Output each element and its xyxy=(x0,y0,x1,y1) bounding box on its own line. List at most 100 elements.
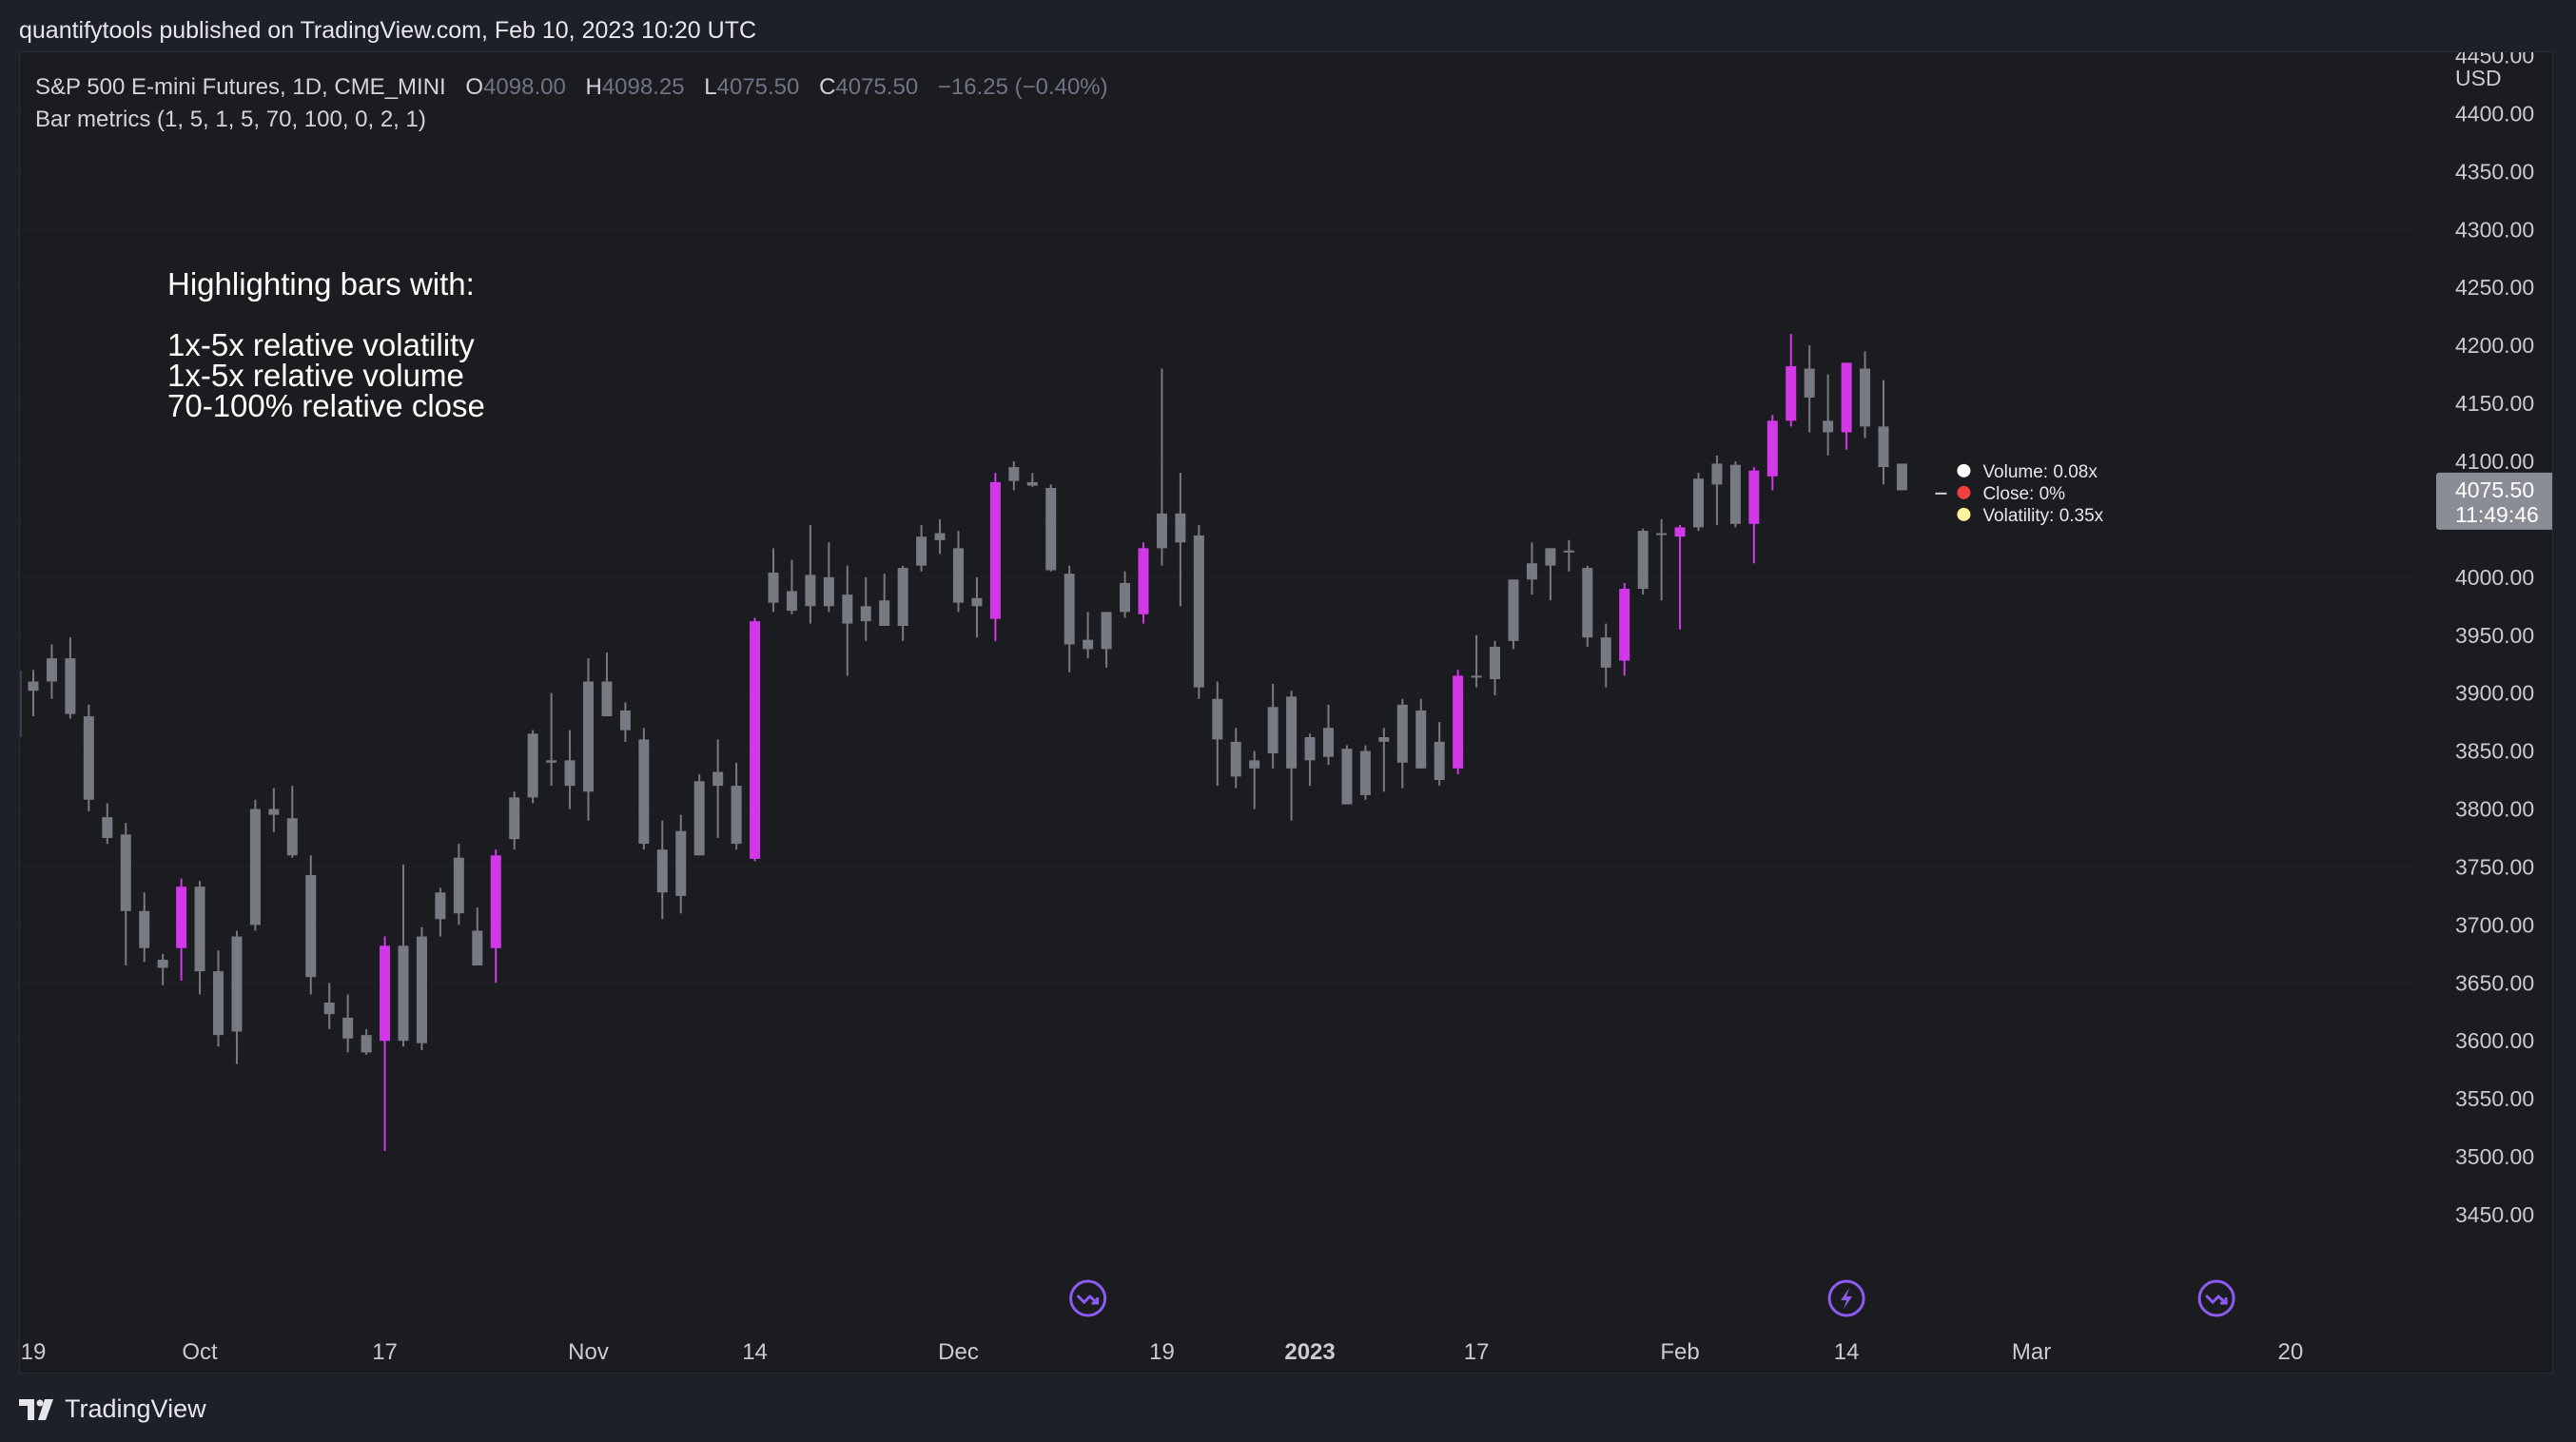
candle[interactable] xyxy=(268,809,280,815)
candle[interactable] xyxy=(102,817,113,838)
candle[interactable] xyxy=(768,572,779,603)
candle[interactable] xyxy=(1286,696,1298,769)
candle[interactable] xyxy=(1545,548,1556,566)
candle[interactable] xyxy=(213,971,224,1036)
highlighted-candle[interactable] xyxy=(750,621,761,859)
candle[interactable] xyxy=(1156,513,1167,549)
dividend-event-icon[interactable] xyxy=(1069,1279,1107,1317)
candle[interactable] xyxy=(564,760,576,787)
candle[interactable] xyxy=(1600,637,1611,668)
candle[interactable] xyxy=(823,576,834,607)
candle[interactable] xyxy=(1120,582,1131,613)
tradingview-logo[interactable]: TradingView xyxy=(19,1394,206,1424)
candle[interactable] xyxy=(1249,760,1260,769)
highlighted-candle[interactable] xyxy=(176,887,187,948)
candle[interactable] xyxy=(1101,612,1112,650)
candle[interactable] xyxy=(1878,426,1889,468)
candle[interactable] xyxy=(619,710,631,731)
candle[interactable] xyxy=(583,681,594,792)
candle[interactable] xyxy=(1341,749,1353,805)
candle[interactable] xyxy=(509,797,520,840)
candle[interactable] xyxy=(249,809,261,926)
candle[interactable] xyxy=(971,597,983,607)
candle[interactable] xyxy=(1823,420,1834,433)
candle[interactable] xyxy=(1860,368,1871,427)
plot-background[interactable] xyxy=(20,52,2552,1373)
candle[interactable] xyxy=(1804,368,1815,398)
candle[interactable] xyxy=(1083,639,1094,650)
chart-frame[interactable]: Volume: 0.08x Close: 0% Volatility: 0.35x U… xyxy=(19,51,2553,1374)
highlighted-candle[interactable] xyxy=(1766,420,1778,477)
candle[interactable] xyxy=(1563,550,1574,553)
candle[interactable] xyxy=(1396,704,1408,763)
candle[interactable] xyxy=(731,786,742,845)
candle[interactable] xyxy=(46,658,57,682)
candle[interactable] xyxy=(361,1035,372,1053)
highlighted-candle[interactable] xyxy=(1786,366,1797,421)
candle[interactable] xyxy=(1711,463,1723,485)
candle[interactable] xyxy=(546,760,557,763)
candle[interactable] xyxy=(157,959,168,968)
candle[interactable] xyxy=(1415,710,1427,769)
dividend-event-icon[interactable] xyxy=(2197,1279,2235,1317)
candle[interactable] xyxy=(527,733,538,798)
candle[interactable] xyxy=(897,568,908,627)
candle[interactable] xyxy=(860,606,871,622)
candle[interactable] xyxy=(416,936,427,1043)
candle[interactable] xyxy=(323,1003,335,1015)
candle[interactable] xyxy=(953,548,964,603)
candle[interactable] xyxy=(120,834,131,911)
candle[interactable] xyxy=(1212,698,1223,740)
candle[interactable] xyxy=(83,716,94,800)
candle[interactable] xyxy=(65,658,76,714)
candle[interactable] xyxy=(1637,531,1649,590)
candle[interactable] xyxy=(1508,579,1519,641)
candle[interactable] xyxy=(305,874,317,978)
candle[interactable] xyxy=(638,739,650,845)
highlighted-candle[interactable] xyxy=(490,855,501,948)
highlighted-candle[interactable] xyxy=(989,481,1001,619)
candle[interactable] xyxy=(1026,481,1038,486)
price-axis-area[interactable] xyxy=(2417,52,2552,1373)
candle[interactable] xyxy=(1193,535,1204,688)
highlighted-candle[interactable] xyxy=(1138,548,1149,614)
currency-label[interactable]: USD xyxy=(2455,66,2502,90)
candle[interactable] xyxy=(786,591,797,612)
highlighted-candle[interactable] xyxy=(1674,527,1686,537)
candle[interactable] xyxy=(693,781,705,856)
candle[interactable] xyxy=(1656,533,1668,536)
time-axis-area[interactable] xyxy=(20,1346,2417,1373)
candle[interactable] xyxy=(1323,728,1334,757)
candle[interactable] xyxy=(231,936,243,1032)
candle[interactable] xyxy=(1304,736,1316,761)
candle[interactable] xyxy=(28,681,39,692)
candle[interactable] xyxy=(1471,675,1482,678)
candle[interactable] xyxy=(805,575,816,607)
candle[interactable] xyxy=(453,857,464,914)
candle[interactable] xyxy=(398,945,409,1042)
symbol-name[interactable]: S&P 500 E-mini Futures, 1D, CME_MINI xyxy=(35,74,446,100)
earnings-event-icon[interactable] xyxy=(1827,1279,1865,1317)
candle[interactable] xyxy=(842,594,853,624)
candle[interactable] xyxy=(342,1017,354,1039)
candle[interactable] xyxy=(675,830,687,896)
candle[interactable] xyxy=(435,892,446,920)
candle[interactable] xyxy=(1490,646,1501,680)
candle[interactable] xyxy=(879,600,890,627)
candle[interactable] xyxy=(194,887,205,972)
candle[interactable] xyxy=(601,681,613,717)
candle[interactable] xyxy=(1064,574,1075,645)
candle[interactable] xyxy=(1434,741,1445,781)
candle[interactable] xyxy=(1582,568,1593,638)
highlighted-candle[interactable] xyxy=(1748,470,1760,524)
highlighted-candle[interactable] xyxy=(1841,362,1852,433)
highlighted-candle[interactable] xyxy=(1619,589,1630,661)
candle[interactable] xyxy=(1729,464,1741,524)
highlighted-candle[interactable] xyxy=(380,945,391,1042)
candle[interactable] xyxy=(286,818,298,856)
last-price-tag[interactable] xyxy=(2436,472,2552,530)
candle[interactable] xyxy=(139,910,150,948)
candle[interactable] xyxy=(712,771,724,787)
candle[interactable] xyxy=(1378,736,1390,742)
